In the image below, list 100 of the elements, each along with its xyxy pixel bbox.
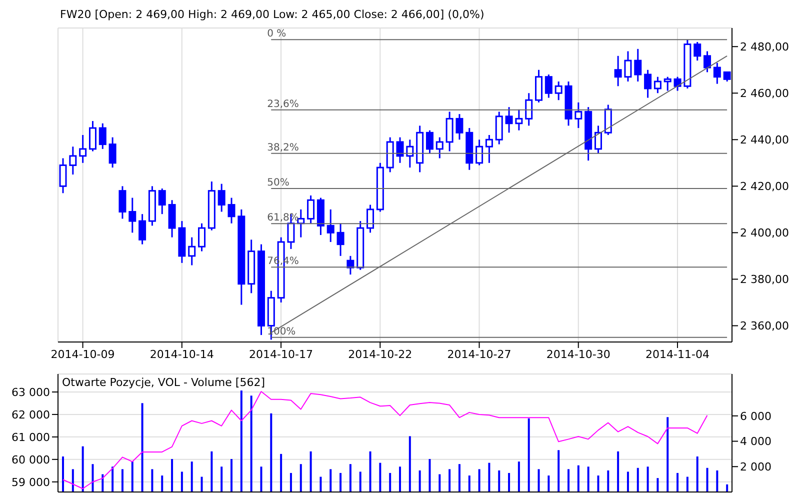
bar (340, 472, 342, 492)
y-tick-label: 2 400,00 (740, 226, 789, 240)
candlestick (723, 71, 731, 82)
bar (359, 472, 362, 492)
bar (518, 462, 520, 492)
bar (597, 476, 600, 492)
bar (131, 462, 134, 492)
candlestick (138, 213, 146, 246)
bar (141, 403, 144, 492)
candlestick (336, 222, 344, 257)
candlestick (664, 76, 672, 92)
x-tick-label: 2014-10-22 (348, 348, 412, 361)
bar (646, 466, 649, 492)
bar (102, 474, 104, 492)
chart-title: FW20 [Open: 2 469,00 High: 2 469,00 Low: 2 465,00 Close: 2 466,00] (0,0%) (60, 8, 486, 23)
candlestick (515, 108, 523, 132)
bar (92, 464, 94, 492)
bar (310, 451, 312, 492)
candlestick (59, 158, 67, 194)
bar (379, 462, 382, 492)
candlestick (446, 110, 454, 152)
candlestick (476, 138, 484, 166)
bar (330, 469, 332, 492)
y-tick-label: 2 460,00 (740, 87, 789, 100)
bar (548, 476, 550, 492)
bar (686, 476, 688, 492)
y-tick-label: 59 000 (12, 476, 50, 489)
line-series (62, 391, 708, 490)
bar (300, 464, 302, 492)
candlestick (535, 69, 543, 104)
candlestick (228, 197, 236, 224)
candlestick (307, 194, 315, 224)
candlestick (495, 110, 503, 146)
annotation: 0 % (267, 28, 286, 40)
bar (240, 390, 242, 492)
candlestick (79, 134, 87, 164)
bar (528, 418, 530, 492)
bar (220, 466, 223, 492)
candlestick (525, 92, 533, 126)
y-tick-label: 2 360,00 (740, 320, 789, 333)
bar (568, 469, 570, 492)
y2-tick-label: 2 000 (740, 460, 772, 474)
bar (161, 476, 164, 492)
bar (418, 470, 421, 492)
bar (577, 465, 580, 492)
bar (636, 468, 639, 492)
bar (498, 470, 500, 492)
candlestick (544, 74, 552, 99)
candlestick (128, 197, 136, 234)
candlestick (326, 208, 334, 243)
bar (320, 476, 322, 492)
candlestick (88, 120, 96, 152)
bar (151, 469, 154, 492)
candlestick (505, 106, 513, 134)
bar (190, 462, 193, 492)
bar (696, 456, 698, 492)
bar (290, 472, 292, 492)
x-tick-label: 2014-10-17 (249, 348, 313, 361)
bar (121, 469, 124, 492)
candlestick (426, 130, 434, 154)
bar (488, 462, 490, 492)
bar (260, 466, 262, 492)
bar (558, 450, 560, 492)
bar (468, 476, 470, 492)
bar (112, 466, 114, 492)
x-tick-label: 2014-10-09 (50, 348, 115, 361)
x-tick-label: 2014-11-04 (646, 348, 710, 361)
bar (438, 474, 441, 492)
y2-tick-label: 4 000 (740, 435, 772, 448)
candlestick (406, 138, 414, 168)
candlestick (188, 236, 196, 266)
bar (389, 472, 392, 492)
bar (210, 451, 213, 492)
candlestick (594, 124, 602, 154)
bar (200, 476, 203, 492)
candlestick (574, 102, 582, 129)
candlestick (69, 146, 77, 176)
y-tick-label: 2 480,00 (740, 40, 789, 54)
candlestick (346, 255, 354, 276)
bar (656, 478, 659, 492)
bar (587, 466, 590, 492)
candlestick (674, 76, 682, 92)
bar (349, 464, 352, 492)
y-tick-label: 2 380,00 (740, 273, 789, 286)
y-tick-label: 62 000 (12, 408, 50, 422)
bar (508, 472, 510, 492)
candlestick (704, 50, 712, 73)
bar (280, 454, 282, 492)
candlestick (108, 136, 116, 168)
candlestick (654, 76, 662, 94)
candlestick (624, 50, 632, 82)
y-tick-label: 2 440,00 (740, 134, 789, 147)
bar (676, 472, 679, 492)
candlestick (694, 41, 702, 62)
candlestick (118, 185, 126, 220)
annotation: 38,2% (267, 142, 299, 154)
candlestick (634, 48, 642, 82)
candlestick (158, 188, 166, 215)
bar (458, 464, 460, 492)
candlestick (456, 113, 464, 140)
